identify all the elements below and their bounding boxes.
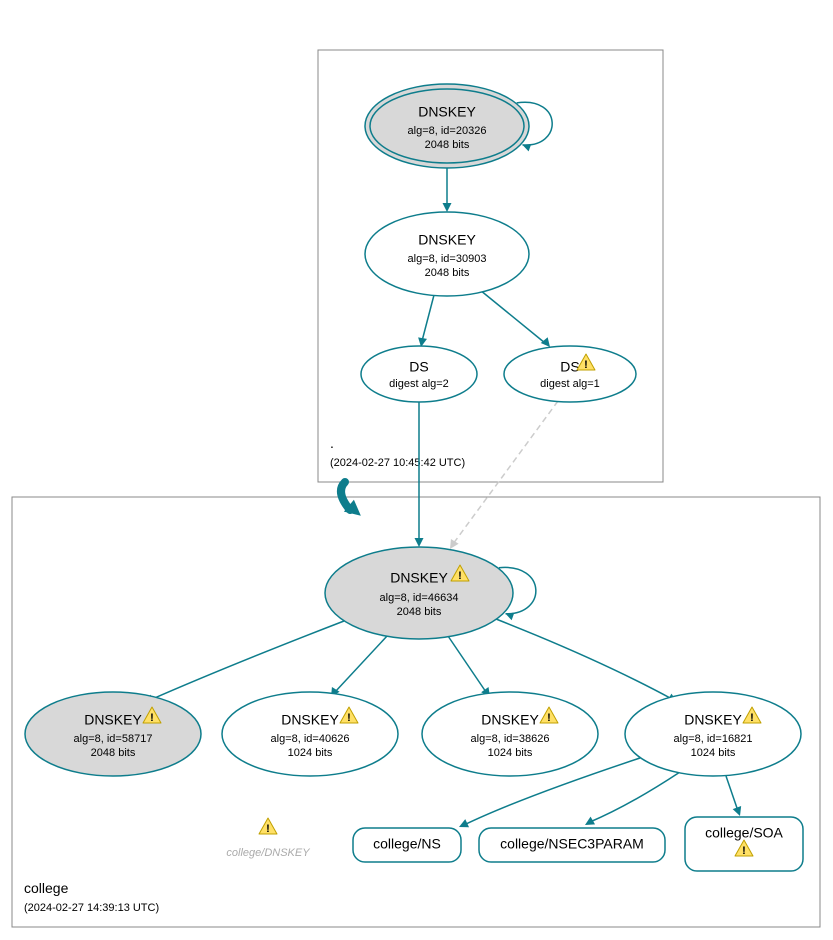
edge-dnskey-16821-college-nsec3param [590, 772, 680, 822]
dnskey-40626: DNSKEY alg=8, id=40626 1024 bits [222, 692, 398, 776]
dnskey-16821-text: 1024 bits [691, 747, 736, 759]
root-zone-label: . [330, 435, 334, 451]
edge-dnskey-30903-ds-alg2 [422, 295, 434, 341]
warning-icon [259, 818, 277, 835]
dnskey-30903: DNSKEY alg=8, id=30903 2048 bits [365, 212, 529, 296]
dnskey-16821-text: alg=8, id=16821 [674, 733, 753, 745]
ds-alg1-text: digest alg=1 [540, 378, 600, 390]
dnskey-20326-text: 2048 bits [425, 139, 470, 151]
dnskey-30903-text: 2048 bits [425, 267, 470, 279]
dnskey-46634-text: alg=8, id=46634 [380, 592, 459, 604]
dnskey-38626-text: DNSKEY [481, 712, 539, 728]
ds-alg2-text: digest alg=2 [389, 378, 449, 390]
edge-ds-alg1-dnskey-46634 [453, 401, 558, 544]
dnskey-46634-text: DNSKEY [390, 570, 448, 586]
college-zone-sublabel: (2024-02-27 14:39:13 UTC) [24, 902, 159, 914]
dnskey-58717-text: 2048 bits [91, 747, 136, 759]
dnskey-20326-text: DNSKEY [418, 104, 476, 120]
ds-alg1: DS digest alg=1 [504, 346, 636, 402]
dnskey-40626-text: DNSKEY [281, 712, 339, 728]
college-zone-label: college [24, 880, 69, 896]
dnssec-graph: ! .(2024-02-27 10:45:42 UTC)college(2024… [0, 0, 833, 940]
ds-alg1-text: DS [560, 359, 579, 375]
edge-dnskey-16821-college-soa [726, 776, 738, 811]
ds-alg2-text: DS [409, 359, 428, 375]
college-ns: college/NS [353, 828, 461, 862]
dnskey-16821: DNSKEY alg=8, id=16821 1024 bits [625, 692, 801, 776]
root-zone-sublabel: (2024-02-27 10:45:42 UTC) [330, 457, 465, 469]
edge-dnskey-46634-dnskey-58717 [150, 621, 344, 700]
dnskey-30903-text: DNSKEY [418, 232, 476, 248]
college-nsec3param-text: college/NSEC3PARAM [500, 836, 644, 852]
college-nsec3param: college/NSEC3PARAM [479, 828, 665, 862]
dnskey-38626-text: 1024 bits [488, 747, 533, 759]
dnskey-46634-text: 2048 bits [397, 606, 442, 618]
dnskey-20326: DNSKEY alg=8, id=20326 2048 bits [365, 84, 529, 168]
dnskey-40626-text: alg=8, id=40626 [271, 733, 350, 745]
edge-dnskey-46634-dnskey-40626 [335, 635, 388, 692]
dnskey-58717: DNSKEY alg=8, id=58717 2048 bits [25, 692, 201, 776]
dnskey-38626: DNSKEY alg=8, id=38626 1024 bits [422, 692, 598, 776]
college-dnskey-label: college/DNSKEY [226, 818, 310, 859]
college-soa-text: college/SOA [705, 825, 783, 841]
college-ns-text: college/NS [373, 836, 441, 852]
dnskey-16821-text: DNSKEY [684, 712, 742, 728]
dnskey-38626-text: alg=8, id=38626 [471, 733, 550, 745]
edge-dnskey-30903-ds-alg1 [480, 290, 545, 343]
dnskey-58717-text: DNSKEY [84, 712, 142, 728]
dnskey-40626-text: 1024 bits [288, 747, 333, 759]
college-soa: college/SOA [685, 817, 803, 871]
dnskey-46634: DNSKEY alg=8, id=46634 2048 bits [325, 547, 513, 639]
dnskey-20326-text: alg=8, id=20326 [408, 125, 487, 137]
edge-dnskey-46634-dnskey-38626 [448, 636, 486, 692]
college-dnskey-label-text: college/DNSKEY [226, 847, 310, 859]
dnskey-30903-text: alg=8, id=30903 [408, 253, 487, 265]
edge-dnskey-46634-dnskey-16821 [496, 619, 672, 699]
ds-alg2: DS digest alg=2 [361, 346, 477, 402]
zone-delegation-arrow [341, 482, 350, 510]
dnskey-58717-text: alg=8, id=58717 [74, 733, 153, 745]
